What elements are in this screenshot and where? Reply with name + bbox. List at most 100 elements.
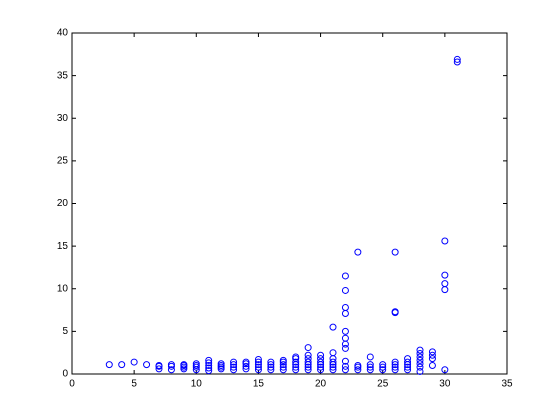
x-tick-label: 5 xyxy=(131,379,137,390)
point xyxy=(391,248,399,256)
x-tick-label: 30 xyxy=(439,379,451,390)
point xyxy=(366,363,374,371)
point xyxy=(242,365,250,373)
point xyxy=(155,365,163,373)
plot-box xyxy=(71,32,508,375)
point xyxy=(292,366,300,374)
point xyxy=(366,366,374,374)
point xyxy=(354,248,362,256)
point xyxy=(230,363,238,371)
point xyxy=(441,271,449,279)
point xyxy=(428,351,436,359)
point xyxy=(441,280,449,288)
point xyxy=(292,353,300,361)
point xyxy=(167,366,175,374)
y-tick-label: 20 xyxy=(57,198,69,209)
x-tick-label: 35 xyxy=(501,379,513,390)
point xyxy=(416,353,424,361)
point xyxy=(205,367,213,375)
point xyxy=(230,358,238,366)
point xyxy=(366,353,374,361)
point xyxy=(341,357,349,365)
point xyxy=(354,366,362,374)
point xyxy=(416,363,424,371)
point xyxy=(441,237,449,245)
point xyxy=(304,358,312,366)
point xyxy=(304,366,312,374)
point xyxy=(366,361,374,369)
point xyxy=(143,361,151,369)
point xyxy=(304,363,312,371)
point xyxy=(428,355,436,363)
point xyxy=(180,361,188,369)
y-tick-label: 0 xyxy=(62,369,68,380)
point xyxy=(428,361,436,369)
point xyxy=(230,366,238,374)
point xyxy=(453,58,461,66)
point xyxy=(217,360,225,368)
x-tick-label: 25 xyxy=(377,379,389,390)
point xyxy=(192,360,200,368)
point xyxy=(329,363,337,371)
point xyxy=(205,359,213,367)
point xyxy=(267,358,275,366)
point xyxy=(341,286,349,294)
point xyxy=(205,364,213,372)
point xyxy=(404,358,412,366)
point xyxy=(167,361,175,369)
point xyxy=(416,360,424,368)
point xyxy=(254,366,262,374)
point xyxy=(341,327,349,335)
point xyxy=(341,362,349,370)
point xyxy=(304,344,312,352)
point xyxy=(205,356,213,364)
point xyxy=(317,363,325,371)
x-tick-label: 0 xyxy=(69,379,75,390)
point xyxy=(341,304,349,312)
point xyxy=(317,366,325,374)
point xyxy=(242,362,250,370)
point xyxy=(304,351,312,359)
point xyxy=(404,366,412,374)
point xyxy=(304,355,312,363)
point xyxy=(105,361,113,369)
point xyxy=(292,358,300,366)
point xyxy=(391,363,399,371)
point xyxy=(341,344,349,352)
point xyxy=(254,358,262,366)
point xyxy=(391,361,399,369)
point xyxy=(267,363,275,371)
point xyxy=(279,361,287,369)
point xyxy=(254,363,262,371)
point xyxy=(155,361,163,369)
point xyxy=(118,361,126,369)
point xyxy=(254,356,262,364)
point xyxy=(329,349,337,357)
point xyxy=(267,361,275,369)
point xyxy=(416,350,424,358)
point xyxy=(230,361,238,369)
y-tick-label: 35 xyxy=(57,70,69,81)
point xyxy=(416,346,424,354)
point xyxy=(329,366,337,374)
point xyxy=(416,356,424,364)
point xyxy=(329,323,337,331)
point xyxy=(329,358,337,366)
point xyxy=(317,351,325,359)
y-tick-label: 5 xyxy=(62,326,68,337)
point xyxy=(404,355,412,363)
y-tick-label: 15 xyxy=(57,241,69,252)
y-tick-label: 30 xyxy=(57,113,69,124)
point xyxy=(341,366,349,374)
point xyxy=(379,361,387,369)
point xyxy=(379,366,387,374)
x-tick-label: 10 xyxy=(191,379,203,390)
point xyxy=(267,366,275,374)
point xyxy=(242,358,250,366)
point xyxy=(279,366,287,374)
y-tick-label: 25 xyxy=(57,156,69,167)
x-tick-label: 20 xyxy=(315,379,327,390)
point xyxy=(317,355,325,363)
